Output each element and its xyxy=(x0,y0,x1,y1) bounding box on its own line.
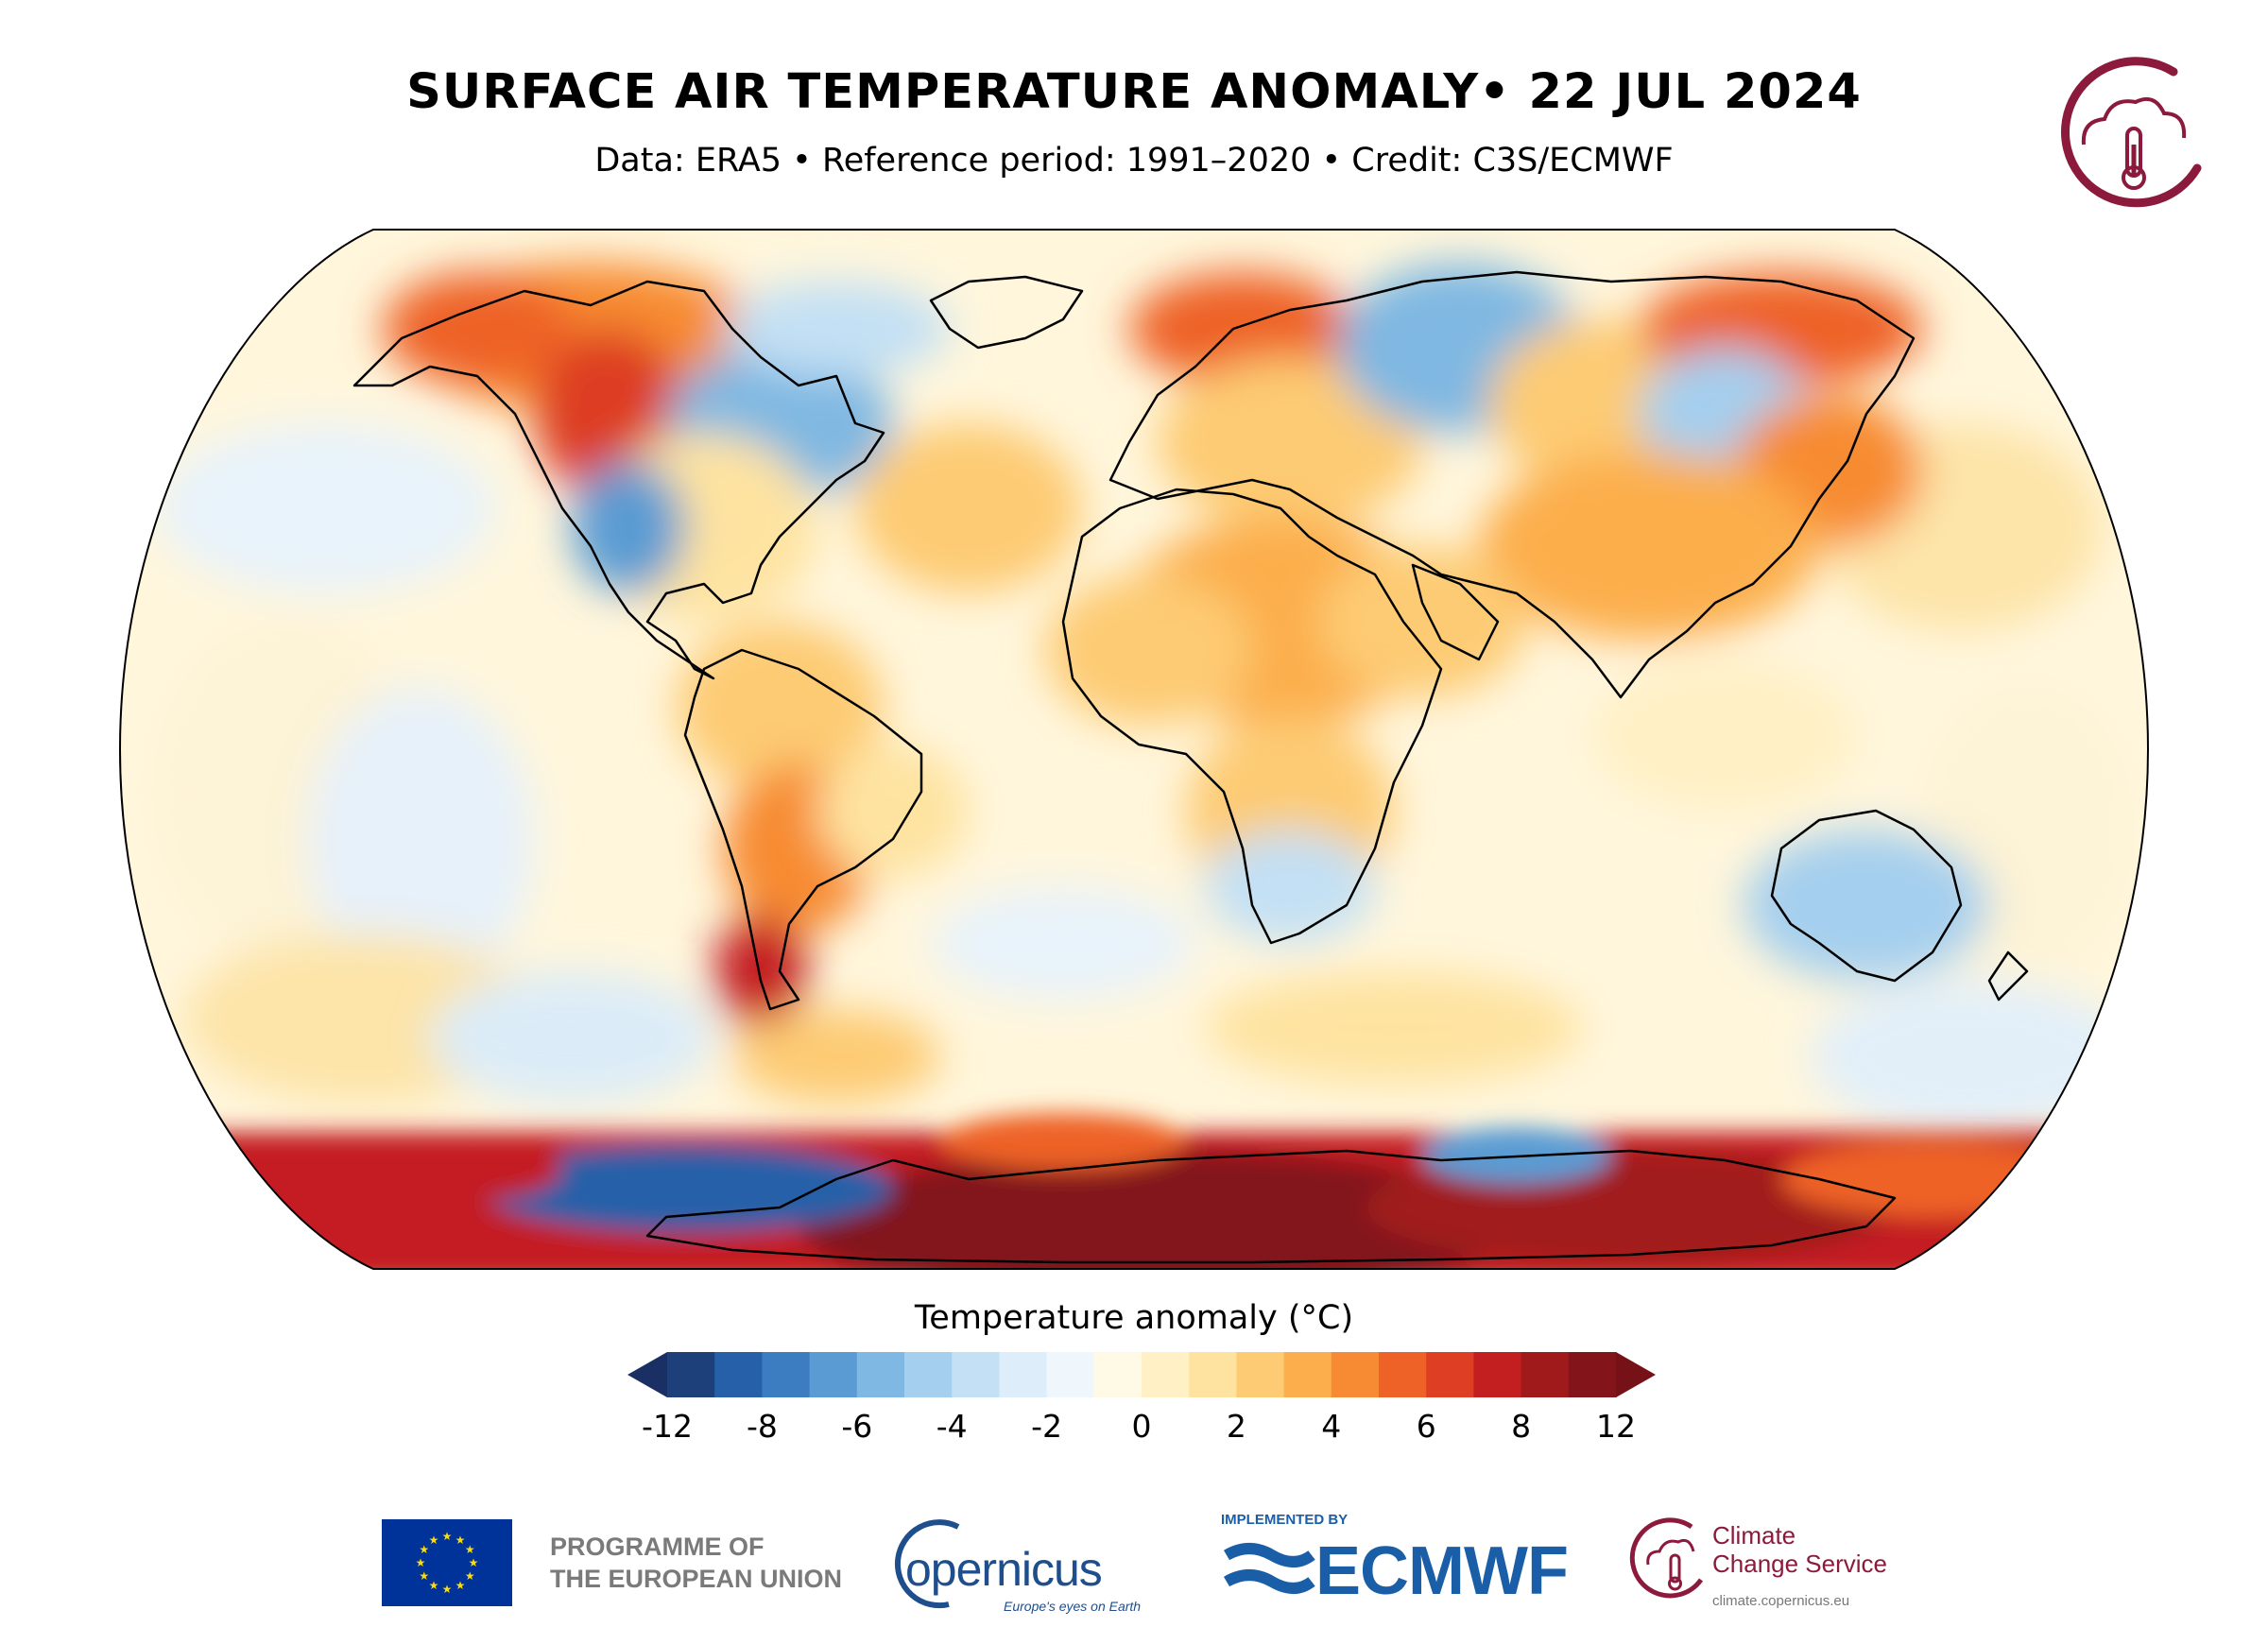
copernicus-arc-icon xyxy=(895,1519,960,1609)
eu-star-icon: ★ xyxy=(429,1533,439,1547)
copernicus-tagline: Europe's eyes on Earth xyxy=(1004,1599,1142,1614)
colorbar-segment xyxy=(1093,1352,1143,1397)
eu-star-icon: ★ xyxy=(416,1556,426,1569)
colorbar-segment xyxy=(904,1352,953,1397)
eu-star-icon: ★ xyxy=(442,1530,453,1543)
colorbar-segment xyxy=(667,1352,715,1397)
colorbar-segment xyxy=(999,1352,1048,1397)
map-subtitle: Data: ERA5 • Reference period: 1991–2020… xyxy=(594,142,1674,180)
colorbar-segment xyxy=(1142,1352,1190,1397)
eu-flag-icon: ★ ★ ★ ★ ★ ★ ★ ★ ★ ★ ★ ★ xyxy=(382,1519,512,1606)
c3s-logo-icon xyxy=(2046,55,2207,225)
eu-text-line2: THE EUROPEAN UNION xyxy=(550,1565,843,1593)
colorbar-tick-label: 12 xyxy=(1596,1408,1636,1445)
colorbar-tick-label: -6 xyxy=(841,1408,873,1445)
eu-star-icon: ★ xyxy=(465,1569,475,1583)
antarctic-anomaly-band xyxy=(120,1113,2148,1269)
footer-logos: ★ ★ ★ ★ ★ ★ ★ ★ ★ ★ ★ ★ PROGRAMME OF THE EUROPEAN U… xyxy=(0,1502,2268,1625)
map-frame xyxy=(118,229,2150,1270)
colorbar-tick-label: -8 xyxy=(746,1408,778,1445)
colorbar-segment xyxy=(1189,1352,1237,1397)
colorbar-segment xyxy=(856,1352,905,1397)
c3s-logo-small-icon xyxy=(1629,1517,1704,1599)
colorbar xyxy=(627,1352,1656,1397)
coastlines xyxy=(352,270,2029,1264)
colorbar-segment xyxy=(1236,1352,1285,1397)
eu-programme-text: PROGRAMME OF THE EUROPEAN UNION xyxy=(550,1531,842,1595)
eu-star-icon: ★ xyxy=(442,1583,453,1596)
eu-star-icon: ★ xyxy=(465,1543,475,1556)
eu-star-icon: ★ xyxy=(419,1569,429,1583)
colorbar-segment xyxy=(1331,1352,1380,1397)
colorbar-tick-label: 6 xyxy=(1416,1408,1436,1445)
colorbar-title: Temperature anomaly (°C) xyxy=(914,1299,1354,1337)
ecmwf-waves-icon xyxy=(1223,1543,1315,1594)
colorbar-segment xyxy=(1568,1352,1617,1397)
colorbar-tick-label: -4 xyxy=(936,1408,968,1445)
eu-text-line1: PROGRAMME OF xyxy=(550,1533,765,1561)
ecmwf-wordmark: ECMWF xyxy=(1315,1533,1569,1609)
c3s-name-line2: Change Service xyxy=(1712,1550,1887,1578)
anomaly-map xyxy=(118,225,2150,1274)
colorbar-segment xyxy=(952,1352,1000,1397)
colorbar-segment xyxy=(1379,1352,1427,1397)
colorbar-tick-label: -2 xyxy=(1031,1408,1063,1445)
c3s-name: Climate Change Service xyxy=(1712,1521,1887,1578)
eu-star-icon: ★ xyxy=(429,1579,439,1592)
colorbar-segment xyxy=(1521,1352,1570,1397)
c3s-url: climate.copernicus.eu xyxy=(1712,1593,1850,1609)
ecmwf-implemented-by: IMPLEMENTED BY xyxy=(1221,1512,1349,1528)
colorbar-tick-label: 8 xyxy=(1511,1408,1532,1445)
map-title: SURFACE AIR TEMPERATURE ANOMALY• 22 JUL … xyxy=(406,64,1862,120)
colorbar-segment xyxy=(809,1352,858,1397)
copernicus-wordmark: opernicus xyxy=(905,1543,1103,1596)
colorbar-segment xyxy=(1283,1352,1332,1397)
colorbar-segment xyxy=(1426,1352,1474,1397)
eu-star-icon: ★ xyxy=(455,1533,466,1547)
eu-star-icon: ★ xyxy=(419,1543,429,1556)
colorbar-extend-low xyxy=(627,1352,667,1397)
anomaly-field xyxy=(156,263,2131,1132)
colorbar-extend-high xyxy=(1616,1352,1656,1397)
colorbar-segment xyxy=(1046,1352,1095,1397)
colorbar-segment xyxy=(1473,1352,1522,1397)
c3s-logo: Climate Change Service climate.copernicu… xyxy=(1625,1516,1928,1619)
colorbar-tick-label: 0 xyxy=(1131,1408,1152,1445)
colorbar-tick-label: 2 xyxy=(1226,1408,1246,1445)
copernicus-logo: opernicus Europe's eyes on Earth xyxy=(895,1514,1153,1618)
eu-star-icon: ★ xyxy=(469,1556,479,1569)
eu-star-icon: ★ xyxy=(455,1579,466,1592)
ecmwf-logo: IMPLEMENTED BY ECMWF xyxy=(1219,1512,1578,1616)
colorbar-tick-label: 4 xyxy=(1321,1408,1342,1445)
colorbar-segment xyxy=(714,1352,763,1397)
colorbar-segment xyxy=(762,1352,811,1397)
c3s-name-line1: Climate xyxy=(1712,1521,1796,1550)
colorbar-tick-label: -12 xyxy=(642,1408,693,1445)
